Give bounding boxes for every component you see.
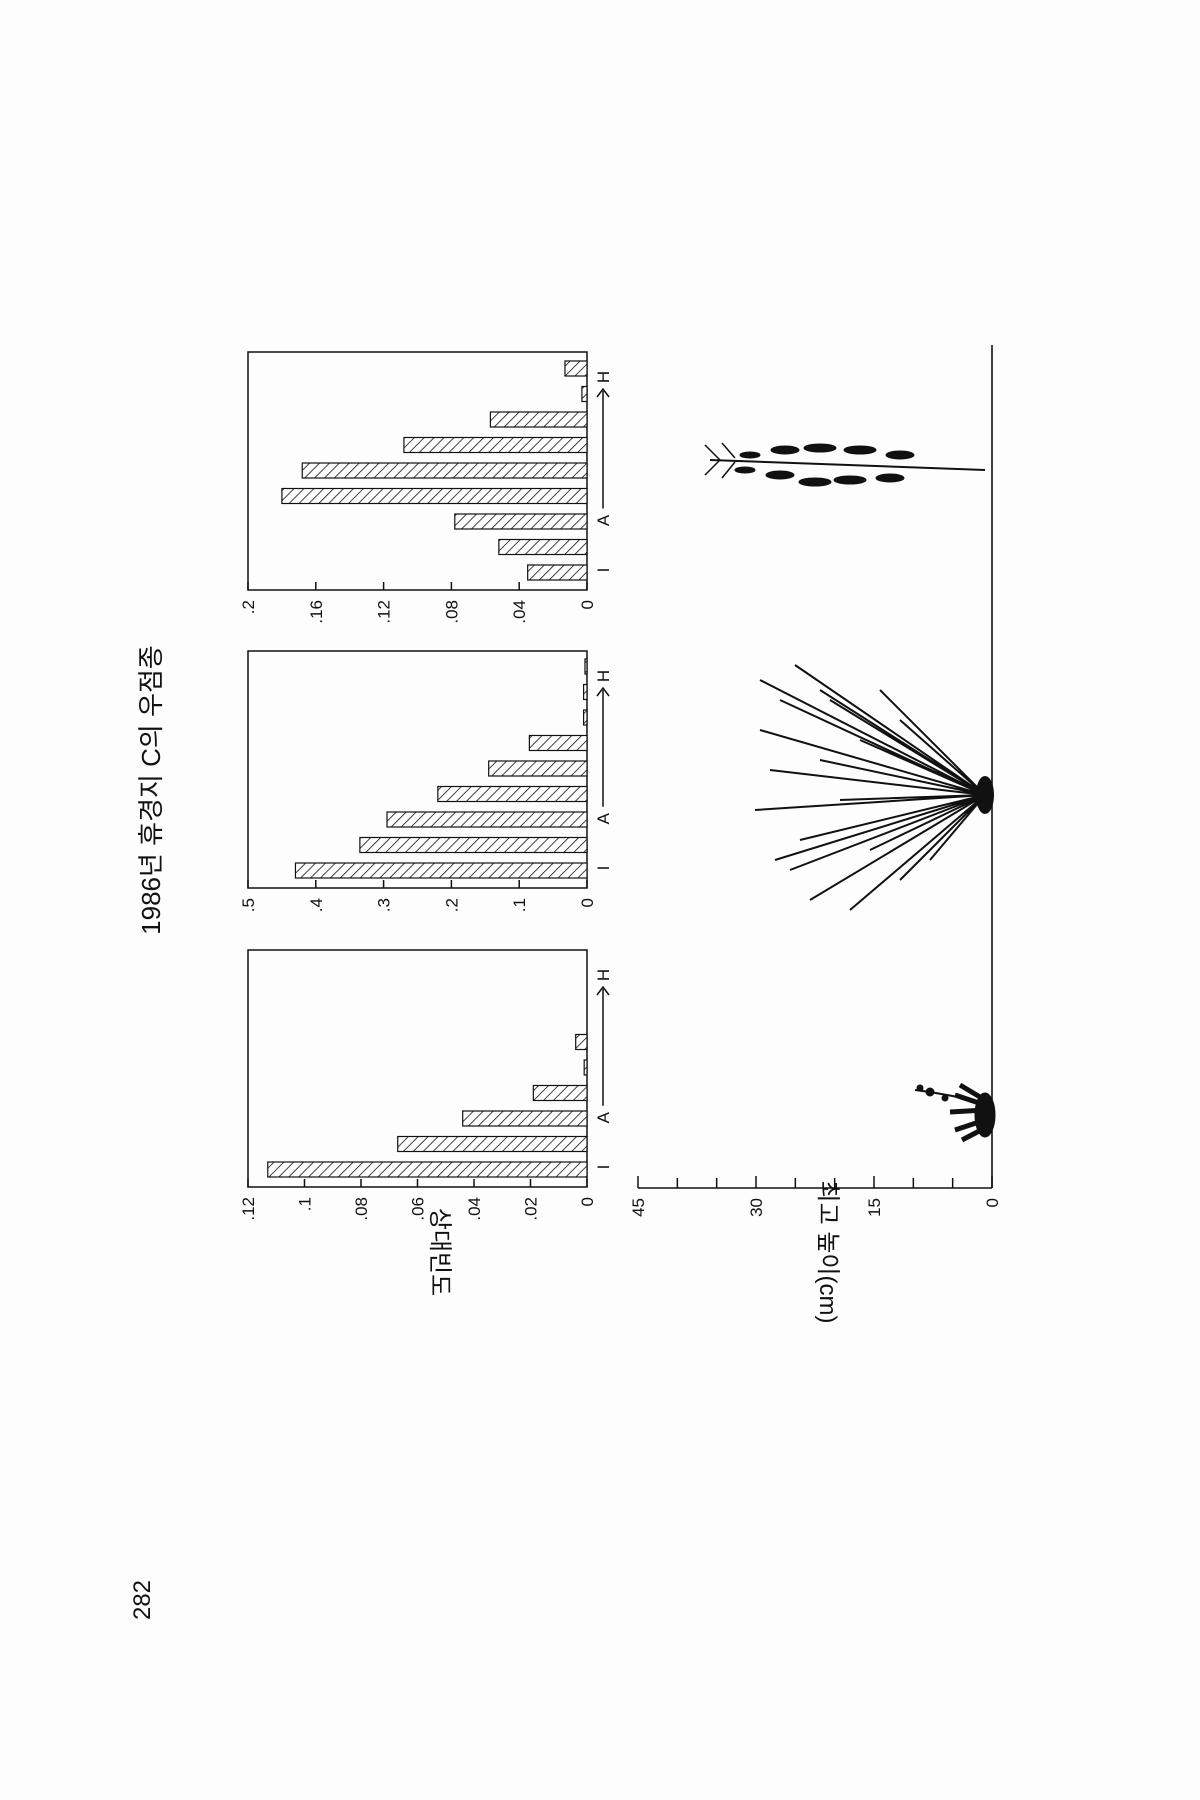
bar	[575, 1033, 588, 1051]
tick-label: 0	[578, 1197, 597, 1206]
category-label-h: H	[594, 371, 613, 383]
tick-label: .12	[375, 600, 394, 624]
bar	[564, 360, 588, 377]
bar	[488, 760, 588, 777]
category-arrowhead	[596, 387, 610, 398]
bar	[403, 436, 588, 454]
tick-label: .08	[442, 600, 461, 624]
tick-label: .08	[352, 1197, 371, 1221]
category-label-i: I	[594, 866, 613, 871]
category-arrowhead	[596, 985, 610, 996]
histogram-charts: 0 .02 .04 .06 .08 .1 .12 I A H 0 .1 .2 .3 .4 .5 I A H 0 .04.…	[239, 351, 613, 1221]
category-label-i: I	[594, 568, 613, 573]
category-label-a: A	[594, 812, 613, 824]
tick-label: .4	[307, 898, 326, 912]
tick-label: .1	[296, 1197, 315, 1211]
tick-label: .5	[239, 898, 258, 912]
bar	[498, 538, 588, 556]
bar	[281, 487, 588, 505]
height-axis-label: 최고 높이(cm)	[814, 1181, 841, 1324]
category-arrowhead	[596, 686, 610, 697]
bar	[437, 785, 588, 803]
frequency-axis-label: 상대빈도	[426, 1208, 453, 1296]
tick-label: .2	[442, 898, 461, 912]
tick-label: .3	[375, 898, 394, 912]
tick-label: .04	[510, 600, 529, 624]
tick-label: .2	[239, 600, 258, 614]
category-label-a: A	[594, 1111, 613, 1123]
category-label-h: H	[594, 670, 613, 682]
histogram-chart-2: 0 .1 .2 .3 .4 .5 I A H	[239, 650, 613, 912]
histogram-chart-1: 0 .02 .04 .06 .08 .1 .12 I A H	[239, 949, 613, 1221]
height-axis: 0 15 30 45	[629, 345, 1002, 1217]
bar	[386, 811, 588, 828]
height-tick-label: 45	[629, 1198, 648, 1217]
tall-forb-illustration	[704, 442, 986, 487]
bar	[583, 1059, 588, 1076]
tick-label: .02	[522, 1197, 541, 1221]
rosette-plant-illustration	[914, 1082, 996, 1143]
bar	[581, 385, 588, 403]
bar	[532, 1084, 588, 1102]
tick-label: .1	[510, 898, 529, 912]
bar	[301, 462, 588, 479]
bar	[583, 709, 588, 726]
bar	[267, 1161, 588, 1178]
tick-label: .06	[409, 1197, 428, 1221]
bar	[528, 734, 588, 752]
tick-label: 0	[578, 600, 597, 609]
page-number: 282	[129, 1580, 156, 1620]
bar	[583, 683, 588, 701]
height-tick-label: 30	[747, 1198, 766, 1217]
tick-label: .12	[239, 1197, 258, 1221]
tick-label: 0	[578, 898, 597, 907]
tick-label: .04	[465, 1197, 484, 1221]
category-label-h: H	[594, 969, 613, 981]
height-tick-label: 0	[983, 1198, 1002, 1207]
bar	[359, 836, 588, 854]
bar	[584, 658, 588, 675]
bar	[397, 1135, 588, 1153]
bar	[462, 1110, 588, 1127]
bar	[294, 862, 588, 879]
category-label-a: A	[594, 514, 613, 526]
category-label-i: I	[594, 1165, 613, 1170]
bar	[454, 513, 588, 530]
height-tick-label: 15	[865, 1198, 884, 1217]
bar	[527, 564, 588, 581]
tick-label: .16	[307, 600, 326, 624]
histogram-chart-3: 0 .04 .08 .12 .16 .2 I A H	[239, 351, 613, 624]
figure-title: 1986년 휴경지 C의 우점종	[136, 645, 166, 935]
grass-clump-illustration	[754, 664, 994, 911]
bar	[489, 411, 588, 428]
